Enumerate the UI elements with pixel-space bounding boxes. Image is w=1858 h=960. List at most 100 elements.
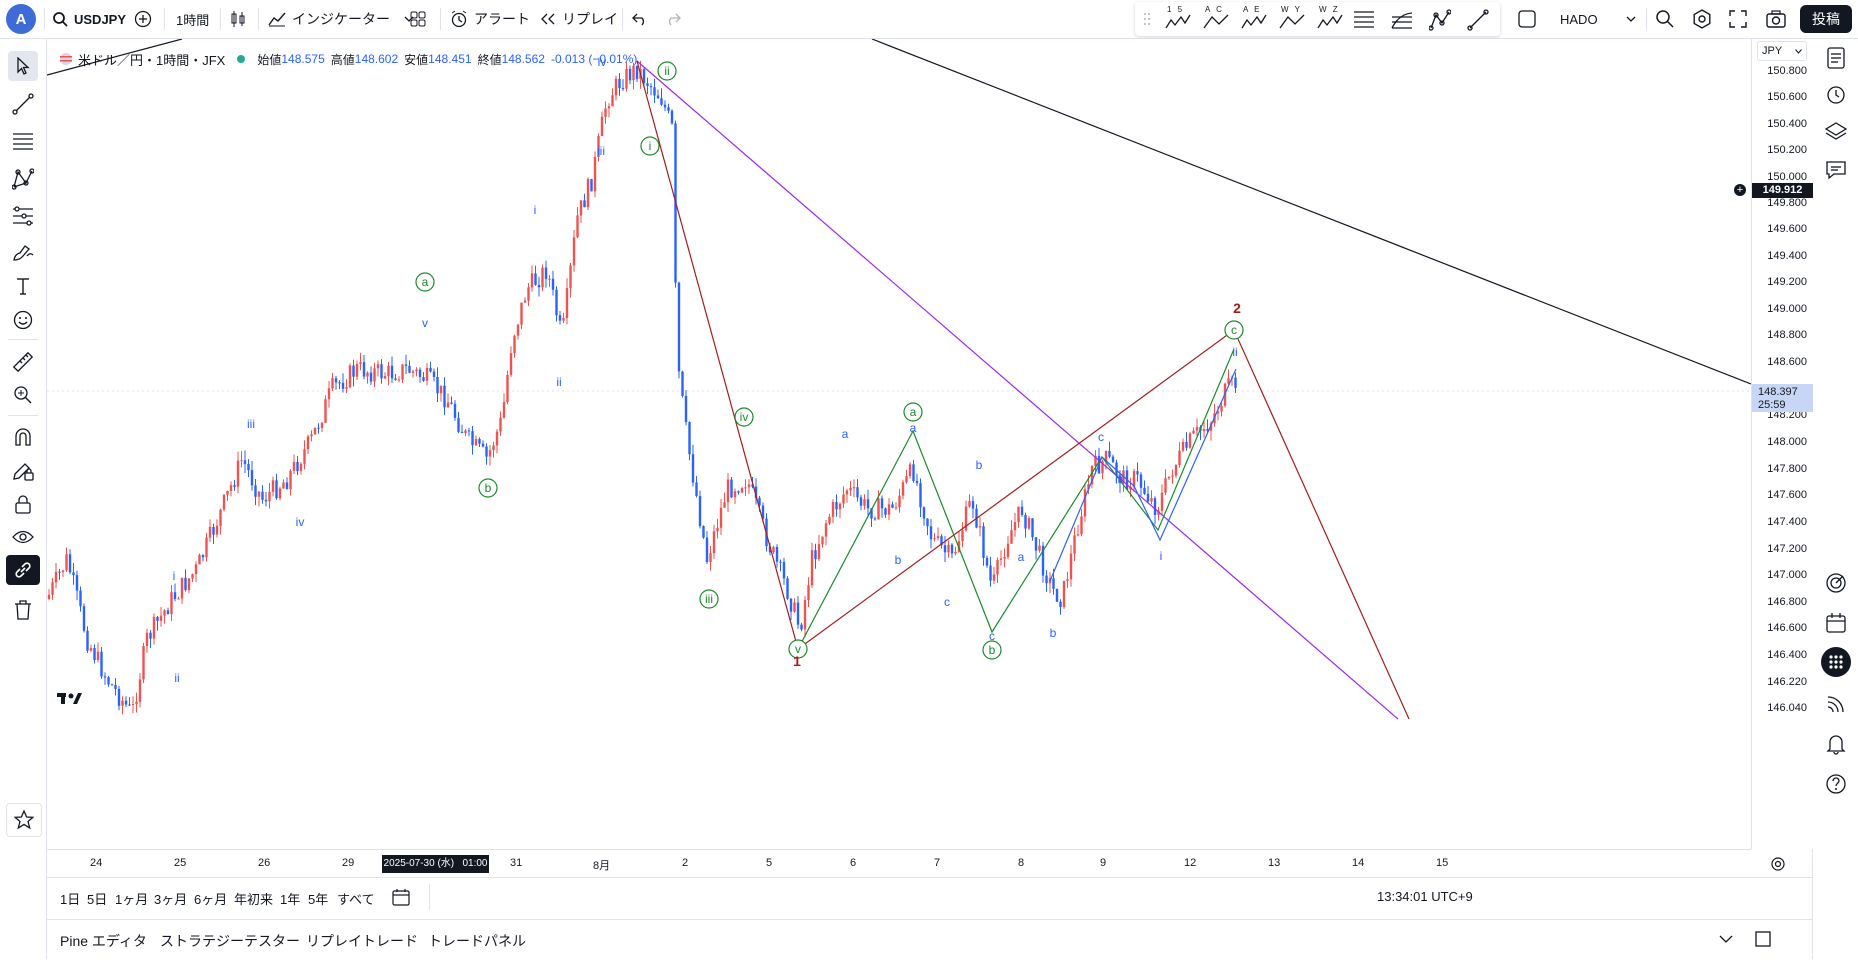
remove-drawings-tool[interactable] bbox=[8, 595, 38, 625]
pattern-tool[interactable] bbox=[8, 164, 38, 194]
lock-tool[interactable] bbox=[8, 489, 38, 519]
tab-replay-trade[interactable]: リプレイトレード bbox=[306, 933, 418, 949]
tab-pine-editor[interactable]: Pine エディタ bbox=[60, 933, 147, 949]
gear-icon[interactable] bbox=[1770, 856, 1786, 872]
wave-label: ii bbox=[174, 671, 179, 685]
help-button[interactable] bbox=[1821, 769, 1851, 799]
candle-body bbox=[835, 502, 838, 510]
time-scale[interactable]: 24 25 26 29 31 8月 2 5 6 7 8 9 12 13 14 15 2025-07-30 (水… bbox=[47, 849, 1785, 878]
wave-label-circle bbox=[788, 639, 808, 659]
pattern-wz-button[interactable]: W Z bbox=[1315, 4, 1345, 34]
text-tool[interactable] bbox=[8, 271, 38, 301]
sync-drawings-tool[interactable] bbox=[6, 555, 40, 585]
alerts-panel-button[interactable] bbox=[1821, 79, 1851, 109]
favorites-tool[interactable] bbox=[6, 803, 42, 837]
quick-search-button[interactable] bbox=[1655, 6, 1675, 32]
range-button[interactable]: 年初来 bbox=[234, 892, 274, 907]
trendline-tool[interactable] bbox=[8, 89, 38, 119]
snapshot-button[interactable] bbox=[1766, 6, 1786, 32]
indicators-button[interactable]: インジケーター bbox=[268, 6, 414, 32]
bar-countdown: 25:59 bbox=[1758, 399, 1786, 411]
replay-button[interactable]: リプレイ bbox=[540, 6, 618, 32]
publish-button[interactable]: 投稿 bbox=[1800, 5, 1852, 33]
range-button[interactable]: 5日 bbox=[87, 892, 108, 907]
tab-trade-panel[interactable]: トレードパネル bbox=[428, 933, 526, 949]
add-alert-plus-icon[interactable]: + bbox=[1734, 184, 1746, 196]
price-tick-label: 149.200 bbox=[1767, 276, 1807, 288]
candle-body bbox=[1024, 514, 1027, 529]
drawing-mode-tool[interactable] bbox=[8, 456, 38, 486]
range-button[interactable]: 5年 bbox=[308, 892, 329, 907]
tech-analysis-button[interactable] bbox=[1821, 568, 1851, 598]
price-chart[interactable]: abiiiiiiivvabcviiiiviiiiiiiiiivabcabcabc… bbox=[46, 38, 1752, 849]
notifications-button[interactable] bbox=[1821, 729, 1851, 759]
forecast-tool[interactable] bbox=[8, 201, 38, 231]
candle-body bbox=[89, 648, 93, 651]
fib-levels-icon[interactable] bbox=[1353, 10, 1375, 30]
object-tree-button[interactable] bbox=[1821, 117, 1851, 147]
magnet-tool[interactable] bbox=[8, 422, 38, 452]
candle-body bbox=[180, 577, 184, 599]
clock-timezone[interactable]: 13:34:01 UTC+9 bbox=[1377, 889, 1473, 904]
compare-button[interactable] bbox=[134, 6, 152, 32]
wave-label: iii bbox=[1115, 472, 1123, 486]
candle-body bbox=[604, 108, 607, 117]
apps-button[interactable] bbox=[1821, 647, 1851, 677]
candle-body bbox=[432, 371, 436, 377]
user-avatar[interactable]: A bbox=[6, 4, 36, 34]
range-button[interactable]: 3ヶ月 bbox=[154, 892, 188, 907]
pattern-wy-button[interactable]: W Y bbox=[1277, 4, 1307, 34]
drag-handle-icon[interactable] bbox=[1143, 12, 1151, 26]
settings-button[interactable] bbox=[1692, 6, 1712, 32]
template-select[interactable]: HADO bbox=[1560, 6, 1636, 32]
range-button[interactable]: 6ヶ月 bbox=[194, 892, 228, 907]
candle-body bbox=[481, 443, 485, 447]
price-tick-label: 146.600 bbox=[1767, 622, 1807, 634]
undo-button[interactable] bbox=[632, 6, 648, 32]
calendar-range-icon[interactable] bbox=[392, 888, 410, 906]
pattern-15-button[interactable]: 1 5 bbox=[1163, 4, 1193, 34]
range-button[interactable]: 1年 bbox=[280, 892, 301, 907]
candle-body bbox=[61, 570, 65, 573]
trend-line-icon[interactable] bbox=[1467, 9, 1489, 31]
pattern-nodes-icon[interactable] bbox=[1429, 9, 1451, 31]
emoji-tool[interactable] bbox=[8, 305, 38, 335]
measure-tool[interactable] bbox=[8, 347, 38, 377]
chat-button[interactable] bbox=[1821, 155, 1851, 185]
fullscreen-frame-button[interactable] bbox=[1518, 6, 1536, 32]
timeframe-button[interactable]: 1時間 bbox=[176, 12, 210, 28]
pattern-ae-button[interactable]: A E bbox=[1239, 4, 1269, 34]
candle-body bbox=[1185, 441, 1188, 448]
calendar-button[interactable] bbox=[1821, 608, 1851, 638]
fib-fan-icon[interactable] bbox=[1391, 10, 1413, 30]
pattern-ac-button[interactable]: A C bbox=[1201, 4, 1231, 34]
change-value: -0.013 (−0.01%) bbox=[550, 52, 638, 66]
candle-body bbox=[317, 427, 320, 429]
chart-pane[interactable]: a b ii i iii iv v a b c v iii iv i ii i ii iii iv a b c a b c a b c… bbox=[46, 38, 1752, 849]
chart-type-button[interactable] bbox=[230, 6, 246, 32]
candle-body bbox=[1108, 450, 1111, 457]
candle-body bbox=[345, 387, 348, 389]
watchlist-button[interactable] bbox=[1821, 43, 1851, 73]
zoom-tool[interactable] bbox=[8, 380, 38, 410]
range-button[interactable]: 1日 bbox=[60, 892, 81, 907]
redo-button[interactable] bbox=[665, 6, 681, 32]
symbol-title[interactable]: 米ドル／円・1時間・JFX bbox=[78, 52, 226, 68]
fullscreen-button[interactable] bbox=[1729, 6, 1747, 32]
price-scale[interactable]: JPY 150.800 150.600 150.400 150.200 150.000 1… bbox=[1734, 39, 1813, 849]
symbol-search-button[interactable]: USDJPY bbox=[52, 6, 126, 32]
range-button[interactable]: 1ヶ月 bbox=[115, 892, 149, 907]
chevron-down-icon[interactable] bbox=[1719, 934, 1733, 944]
tab-strategy-tester[interactable]: ストラテジーテスター bbox=[160, 933, 300, 949]
maximize-icon[interactable] bbox=[1755, 931, 1771, 947]
cursor-tool[interactable] bbox=[8, 51, 38, 81]
brush-tool[interactable] bbox=[8, 237, 38, 267]
visibility-tool[interactable] bbox=[8, 522, 38, 552]
streams-button[interactable] bbox=[1821, 689, 1851, 719]
layouts-button[interactable] bbox=[410, 6, 426, 32]
high-label: 高値 bbox=[330, 52, 355, 67]
range-button[interactable]: すべて bbox=[337, 892, 375, 907]
alert-button[interactable]: アラート bbox=[450, 6, 530, 32]
fib-tool[interactable] bbox=[8, 127, 38, 157]
currency-select[interactable]: JPY bbox=[1757, 41, 1807, 61]
